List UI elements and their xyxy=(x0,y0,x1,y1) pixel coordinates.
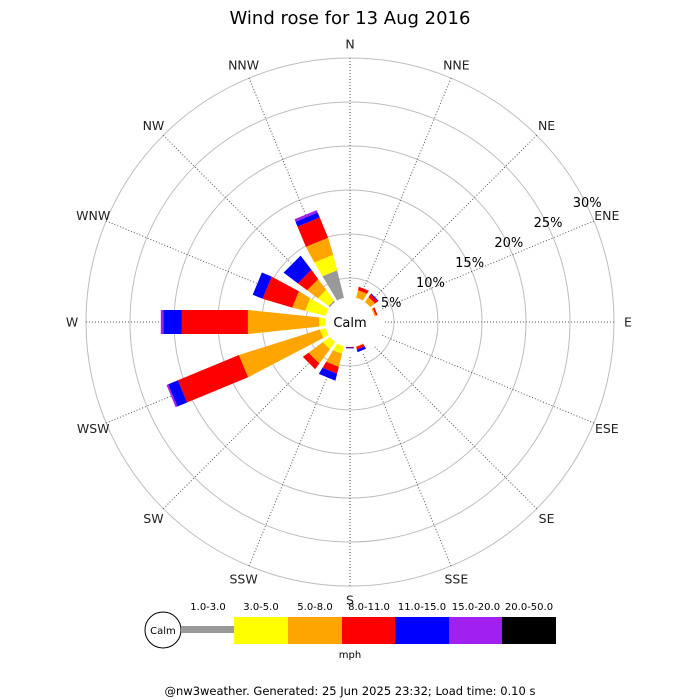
grid-spoke xyxy=(362,77,452,290)
calm-group: Calm xyxy=(325,297,375,347)
grid-spoke xyxy=(374,346,538,510)
bar-nne-8.0-11.0 xyxy=(358,286,369,294)
grid-spoke xyxy=(248,77,338,290)
legend-label-3.0-5.0: 3.0-5.0 xyxy=(243,602,278,613)
radial-tick-label: 25% xyxy=(534,216,563,231)
bar-w-15.0-20.0 xyxy=(160,310,164,334)
grid-ring xyxy=(129,101,571,543)
legend-swatch-5.0-8.0 xyxy=(288,617,342,644)
bar-wsw-15.0-20.0 xyxy=(166,384,178,408)
bar-nnw-11.0-15.0 xyxy=(295,212,320,227)
direction-label-nne: NNE xyxy=(443,58,470,73)
legend-swatch-11.0-15.0 xyxy=(395,617,449,644)
legend-label-5.0-8.0: 5.0-8.0 xyxy=(297,602,332,613)
direction-label-wnw: WNW xyxy=(76,208,110,223)
bar-ne-8.0-11.0 xyxy=(368,294,378,304)
direction-label-se: SE xyxy=(539,511,555,526)
grid-spoke xyxy=(382,220,595,310)
grid-spoke xyxy=(162,346,326,510)
bar-nw-11.0-15.0 xyxy=(283,255,312,284)
direction-label-n: N xyxy=(345,37,354,52)
legend-label-20.0-50.0: 20.0-50.0 xyxy=(505,602,553,613)
radial-tick-label: 20% xyxy=(494,236,523,251)
grid-spoke xyxy=(374,134,538,298)
direction-label-ssw: SSW xyxy=(229,571,257,586)
direction-label-ne: NE xyxy=(538,118,555,133)
direction-label-nnw: NNW xyxy=(228,58,259,73)
bar-nw-3.0-5.0 xyxy=(317,289,335,307)
direction-label-ese: ESE xyxy=(595,421,619,436)
bar-nw-8.0-11.0 xyxy=(297,269,319,291)
radial-tick-label: 30% xyxy=(573,196,602,211)
bar-nnw-15.0-20.0 xyxy=(294,210,318,222)
grid-spoke xyxy=(382,334,595,424)
legend: Calm mph 1.0-3.0 3.0-5.0 5.0-8.0 8.0-11.0 11… xyxy=(144,602,556,661)
legend-calm-label: Calm xyxy=(150,626,176,637)
footer-text: @nw3weather. Generated: 25 Jun 2025 23:3… xyxy=(165,684,536,698)
grid-spoke xyxy=(362,354,452,567)
legend-swatch-15.0-20.0 xyxy=(449,617,503,644)
bar-w-5.0-8.0 xyxy=(247,310,320,334)
direction-label-w: W xyxy=(66,315,78,330)
bar-sw-3.0-5.0 xyxy=(322,336,336,350)
bar-ene-8.0-11.0 xyxy=(372,307,378,316)
grid-spoke xyxy=(248,354,338,567)
direction-label-nw: NW xyxy=(143,118,165,133)
chart-title: Wind rose for 13 Aug 2016 xyxy=(230,8,471,29)
direction-label-e: E xyxy=(624,315,632,330)
direction-label-sw: SW xyxy=(143,511,163,526)
grid-spoke xyxy=(162,134,326,298)
bar-wnw-11.0-15.0 xyxy=(252,272,272,299)
radial-tick-label: 15% xyxy=(455,256,484,271)
bar-wnw-3.0-5.0 xyxy=(305,298,330,317)
legend-swatch-20.0-50.0 xyxy=(502,617,556,644)
bar-nnw-3.0-5.0 xyxy=(314,254,338,277)
direction-labels: N NNE NE ENE E ESE SE SSE S SSW SW WSW W WNW NW NNW xyxy=(66,37,632,608)
legend-label-15.0-20.0: 15.0-20.0 xyxy=(452,602,500,613)
direction-label-ene: ENE xyxy=(594,208,619,223)
bar-sw-5.0-8.0 xyxy=(308,342,330,364)
radial-tick-labels: 5% 10% 15% 20% 25% 30% xyxy=(381,196,602,311)
bar-wsw-8.0-11.0 xyxy=(177,355,249,403)
legend-label-1.0-3.0: 1.0-3.0 xyxy=(190,602,225,613)
bar-ssw-5.0-8.0 xyxy=(326,350,342,367)
direction-label-sse: SSE xyxy=(444,571,468,586)
bar-ne-11.0-15.0 xyxy=(370,293,379,302)
bar-ssw-11.0-15.0 xyxy=(318,367,338,381)
calm-label: Calm xyxy=(333,316,366,331)
bar-w-8.0-11.0 xyxy=(181,310,248,334)
bar-sse-11.0-15.0 xyxy=(356,346,366,353)
bar-sw-8.0-11.0 xyxy=(302,352,320,370)
bar-wnw-8.0-11.0 xyxy=(262,276,299,308)
bar-nnw-1.0-3.0 xyxy=(322,270,346,307)
wind-bars xyxy=(160,210,379,408)
grid-spoke xyxy=(105,220,318,310)
bar-w-11.0-15.0 xyxy=(163,310,182,334)
direction-label-wsw: WSW xyxy=(77,421,110,436)
legend-label-11.0-15.0: 11.0-15.0 xyxy=(398,602,446,613)
bar-wsw-11.0-15.0 xyxy=(168,380,188,407)
bar-nw-5.0-8.0 xyxy=(307,279,327,299)
bar-sse-8.0-11.0 xyxy=(356,344,365,350)
bar-nnw-8.0-11.0 xyxy=(297,217,329,247)
polar-grid xyxy=(85,57,615,587)
bar-s-11.0-15.0 xyxy=(346,347,354,349)
bar-nnw-5.0-8.0 xyxy=(305,237,334,263)
calm-circle xyxy=(325,297,375,347)
radial-tick-label: 5% xyxy=(381,296,402,311)
legend-unit-label: mph xyxy=(339,650,361,661)
bar-wsw-5.0-8.0 xyxy=(238,329,324,378)
legend-swatch-8.0-11.0 xyxy=(342,617,396,644)
bar-ssw-8.0-11.0 xyxy=(322,361,339,374)
legend-swatch-1.0-3.0 xyxy=(181,626,235,633)
radial-tick-label: 10% xyxy=(416,276,445,291)
legend-label-8.0-11.0: 8.0-11.0 xyxy=(348,602,390,613)
bar-wnw-5.0-8.0 xyxy=(292,291,311,311)
legend-swatch-3.0-5.0 xyxy=(234,617,288,644)
direction-label-s: S xyxy=(346,593,354,608)
